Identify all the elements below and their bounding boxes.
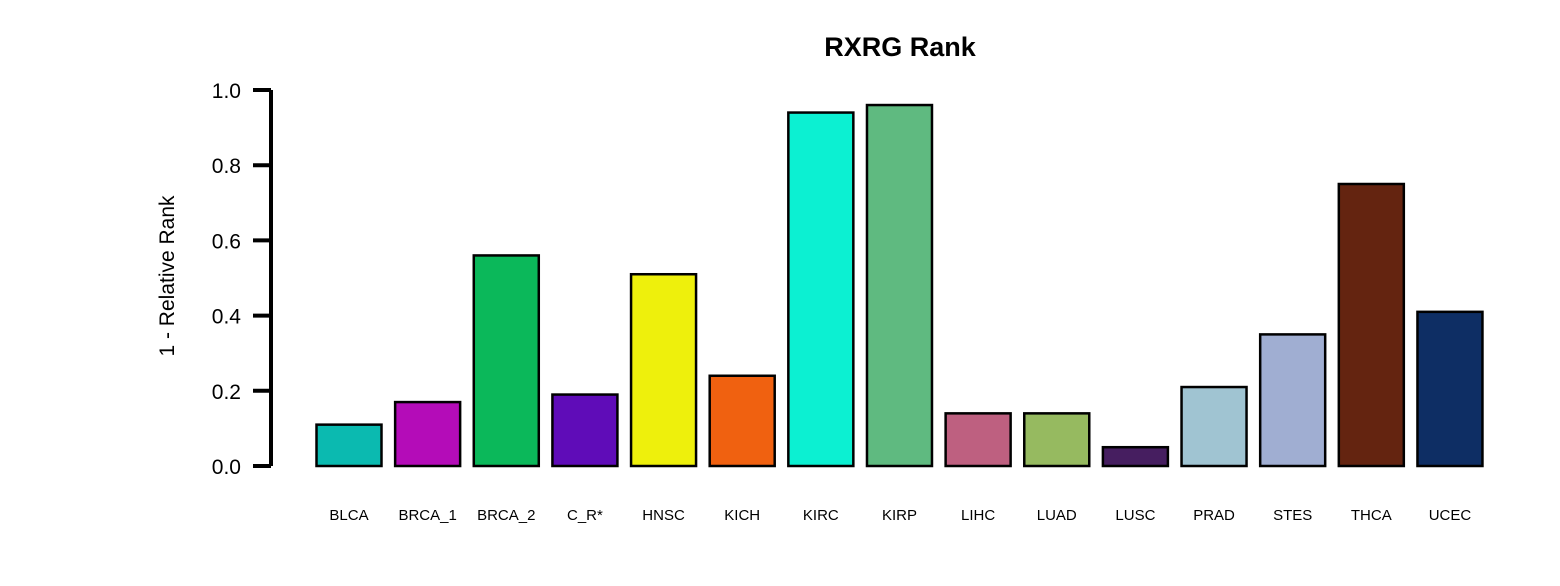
bar-c-r — [551, 393, 619, 468]
x-tick-label: BLCA — [329, 507, 368, 524]
y-tick-label: 0.8 — [212, 155, 241, 178]
y-tick-label: 0.0 — [212, 456, 241, 479]
bar-hnsc — [629, 272, 698, 468]
bar-lihc — [944, 412, 1012, 468]
chart-title: RXRG Rank — [824, 32, 977, 62]
x-tick-label: STES — [1273, 507, 1312, 524]
x-tick-label: LUAD — [1037, 507, 1077, 524]
x-tick-label: BRCA_1 — [398, 507, 456, 524]
y-axis-label: 1 - Relative Rank — [156, 195, 179, 357]
bar-brca-2 — [472, 254, 541, 468]
x-tick-label: KIRC — [803, 507, 839, 524]
bar-prad — [1180, 385, 1248, 468]
x-tick-label: KIRP — [882, 507, 917, 524]
bars — [315, 103, 1484, 468]
y-ticks: 0.0 0.2 0.4 0.6 0.8 1.0 — [212, 80, 271, 479]
x-tick-label: KICH — [724, 507, 760, 524]
x-tick-label: THCA — [1351, 507, 1392, 524]
bar-brca-1 — [393, 400, 462, 468]
x-tick-label: PRAD — [1193, 507, 1235, 524]
y-tick-label: 0.4 — [212, 306, 242, 329]
y-tick-label: 0.6 — [212, 230, 241, 253]
y-tick-label: 1.0 — [212, 80, 241, 103]
bar-kirc — [787, 111, 855, 468]
bar-thca — [1337, 182, 1406, 468]
x-tick-labels: BLCA BRCA_1 BRCA_2 C_R* HNSC KICH KIRC KIRP LIHC… — [329, 507, 1471, 524]
x-tick-label: C_R* — [567, 507, 603, 524]
x-tick-label: BRCA_2 — [477, 507, 535, 524]
x-tick-label: LIHC — [961, 507, 995, 524]
x-tick-label: HNSC — [642, 507, 685, 524]
bar-luad — [1023, 412, 1091, 468]
bar-blca — [315, 423, 383, 468]
x-tick-label: LUSC — [1115, 507, 1155, 524]
bar-kich — [708, 374, 776, 468]
bar-kirp — [865, 103, 934, 468]
bar-ucec — [1416, 310, 1484, 468]
bar-stes — [1258, 333, 1327, 468]
y-tick-label: 0.2 — [212, 381, 241, 404]
bar-lusc — [1101, 445, 1170, 468]
x-tick-label: UCEC — [1429, 507, 1472, 524]
